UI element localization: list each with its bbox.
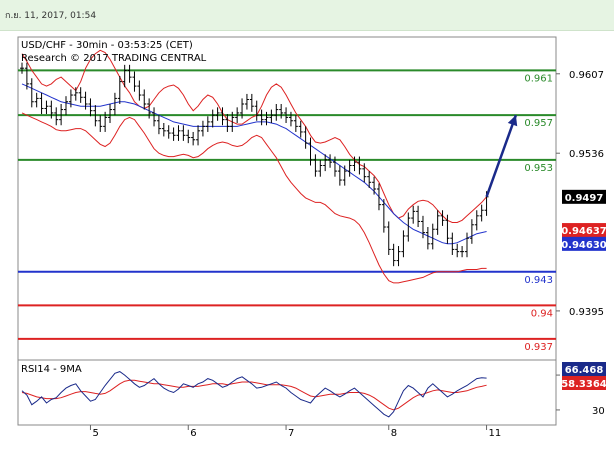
price-tag-bg-0 bbox=[562, 189, 606, 204]
series-bb_upper bbox=[21, 49, 487, 223]
price-tag-bg-2 bbox=[562, 236, 606, 251]
rsi-value-tag-bg bbox=[562, 362, 606, 376]
series-ma bbox=[21, 83, 487, 245]
rsi-panel-frame bbox=[17, 359, 557, 426]
rsi-value-tag: 66.468 bbox=[565, 365, 604, 376]
price-tag-bg-1 bbox=[562, 223, 606, 238]
series-bb_lower bbox=[21, 112, 487, 284]
price-tag-label-2: 0.94630 bbox=[561, 240, 607, 251]
levels-layer: 0.961 0.957 0.953 0.943 0.94 0.937 bbox=[18, 69, 556, 353]
x-tick-label-3: 8 bbox=[391, 428, 397, 439]
axis-layer: 0.9607 0.9536 0.9395 5 6 7 8 11 bbox=[89, 70, 604, 439]
series-layer bbox=[21, 49, 487, 284]
x-tick-label-4: 11 bbox=[489, 428, 502, 439]
projection-arrow-line bbox=[485, 114, 518, 198]
level-label-1: 0.957 bbox=[524, 118, 553, 129]
level-label-4: 0.94 bbox=[531, 308, 553, 319]
level-label-0: 0.961 bbox=[524, 73, 553, 84]
price-tick-label-0: 0.9607 bbox=[569, 70, 604, 81]
main-chart-frame bbox=[17, 36, 557, 361]
x-tick-label-2: 7 bbox=[288, 428, 294, 439]
level-label-2: 0.953 bbox=[524, 163, 553, 174]
timestamp: ก.ย. 11, 2017, 01:54 bbox=[5, 11, 97, 21]
price-tick-label-1: 0.9536 bbox=[569, 149, 604, 160]
price-bars-layer bbox=[20, 62, 489, 267]
rsi-title: RSI14 - 9MA bbox=[21, 364, 82, 375]
rsi-line bbox=[21, 371, 487, 418]
tags-layer: 0.9497 0.94637 0.94630 bbox=[561, 189, 607, 251]
rsi-ma-tag: 58.3364 bbox=[561, 379, 607, 390]
price-tag-label-0: 0.9497 bbox=[565, 193, 604, 204]
level-label-3: 0.943 bbox=[524, 275, 553, 286]
x-tick-label-1: 6 bbox=[190, 428, 196, 439]
projection-layer bbox=[485, 114, 518, 198]
chart-title: USD/CHF - 30min - 03:53:25 (CET) bbox=[21, 40, 193, 51]
chart-subtitle: Research © 2017 TRADING CENTRAL bbox=[21, 53, 207, 64]
timestamp-bar: ก.ย. 11, 2017, 01:54 bbox=[0, 0, 614, 31]
price-tick-label-2: 0.9395 bbox=[569, 307, 604, 318]
rsi-ma-tag-bg bbox=[562, 376, 606, 390]
x-tick-label-0: 5 bbox=[92, 428, 98, 439]
projection-arrow-head bbox=[507, 115, 518, 127]
level-label-5: 0.937 bbox=[524, 342, 553, 353]
rsi-tick-label-1: 30 bbox=[592, 406, 605, 417]
price-tag-label-1: 0.94637 bbox=[561, 226, 607, 237]
